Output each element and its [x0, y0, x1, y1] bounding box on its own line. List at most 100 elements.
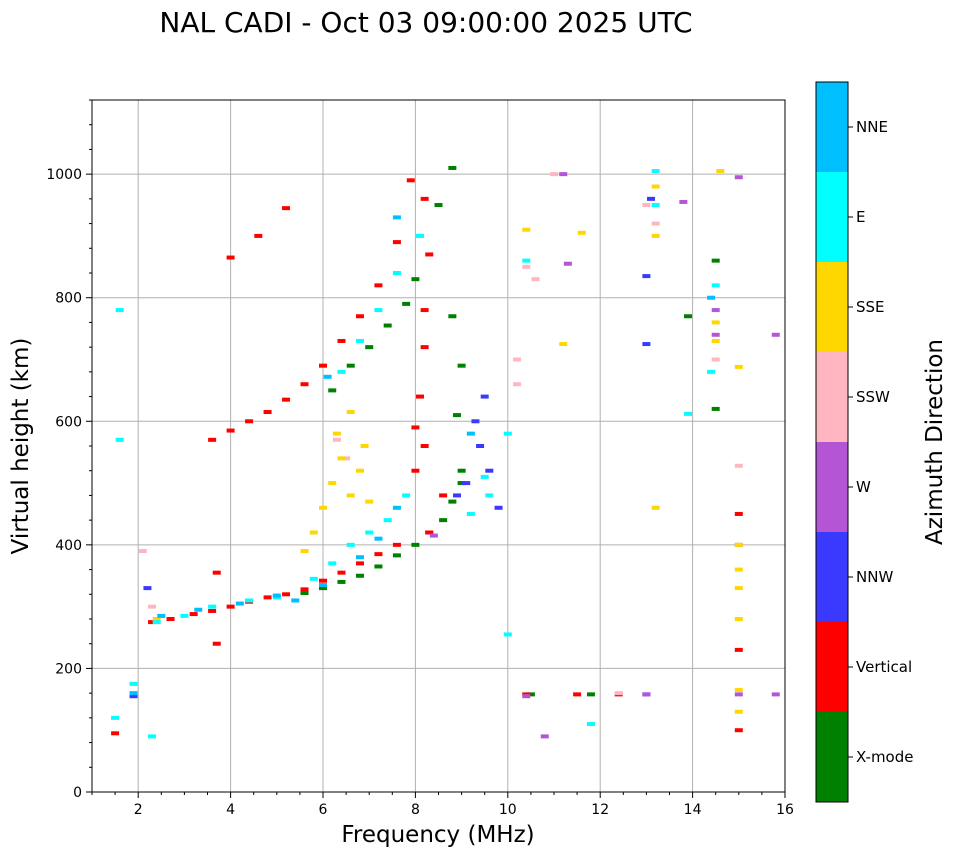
colorbar-segment	[816, 712, 848, 802]
data-point	[212, 641, 221, 646]
data-point	[734, 463, 743, 468]
data-point	[392, 215, 401, 220]
x-tick-label: 14	[684, 802, 702, 818]
data-point	[300, 591, 309, 596]
data-point	[559, 342, 568, 347]
trace-e	[111, 169, 720, 739]
data-point	[111, 731, 120, 736]
x-tick-label: 4	[226, 802, 235, 818]
data-point	[360, 444, 369, 448]
data-point	[540, 734, 549, 739]
data-point	[711, 338, 720, 343]
data-point	[439, 518, 448, 523]
data-point	[355, 338, 364, 343]
data-point	[642, 342, 651, 347]
colorbar-category-label: X-mode	[856, 748, 913, 766]
data-point	[402, 493, 411, 498]
data-point	[485, 493, 494, 498]
colorbar-category-label: NNW	[856, 568, 893, 586]
data-point	[392, 553, 401, 558]
data-point	[129, 691, 138, 696]
y-tick-label: 800	[55, 291, 82, 307]
y-tick-label: 400	[55, 538, 82, 554]
data-point	[420, 444, 429, 448]
data-point	[300, 549, 309, 554]
data-point	[734, 542, 743, 547]
data-point	[365, 530, 374, 535]
data-point	[711, 357, 720, 362]
data-point	[448, 499, 457, 504]
data-point	[300, 587, 309, 592]
data-point	[734, 647, 743, 652]
data-point	[328, 388, 337, 393]
data-point	[148, 604, 157, 609]
data-point	[337, 369, 346, 374]
y-tick-label: 0	[73, 785, 82, 801]
data-point	[711, 258, 720, 263]
data-point	[129, 694, 138, 699]
data-point	[494, 505, 503, 510]
data-point	[522, 258, 531, 263]
y-axis-label: Virtual height (km)	[8, 338, 34, 555]
data-point	[319, 583, 327, 588]
data-point	[711, 308, 720, 313]
data-point	[374, 308, 383, 313]
data-point	[319, 586, 327, 591]
data-point	[586, 722, 595, 727]
colorbar-segment	[816, 352, 848, 442]
data-point	[503, 632, 512, 637]
data-point	[577, 230, 586, 235]
data-point	[309, 576, 318, 581]
trace-sse	[152, 169, 743, 714]
data-point	[143, 586, 152, 591]
data-point	[642, 692, 651, 697]
data-point	[392, 271, 401, 275]
data-point	[651, 221, 660, 226]
data-point	[309, 530, 318, 535]
colorbar-category-label: SSE	[856, 298, 885, 316]
data-point	[226, 428, 235, 433]
data-point	[355, 561, 364, 566]
data-point	[245, 598, 254, 603]
data-point	[235, 601, 244, 606]
data-point	[115, 308, 124, 313]
x-tick-label: 6	[319, 802, 328, 818]
data-point	[406, 178, 415, 183]
data-point	[346, 493, 355, 498]
data-point	[355, 314, 364, 319]
data-point	[148, 620, 157, 625]
data-point	[683, 411, 692, 416]
data-point	[734, 709, 743, 714]
x-tick-label: 10	[499, 802, 517, 818]
data-point	[392, 240, 401, 245]
data-point	[392, 505, 401, 510]
data-point	[559, 172, 568, 177]
data-point	[614, 691, 623, 696]
colorbar-segment	[816, 172, 848, 262]
data-point	[392, 542, 401, 547]
data-point	[457, 468, 466, 473]
data-point	[337, 338, 346, 343]
trace-ssw	[138, 172, 743, 696]
data-point	[476, 444, 485, 448]
data-point	[734, 692, 743, 697]
data-point	[466, 511, 475, 516]
data-point	[485, 468, 494, 473]
data-point	[282, 592, 291, 597]
data-point	[734, 688, 743, 693]
data-point	[642, 274, 651, 279]
data-point	[647, 196, 656, 201]
data-point	[342, 456, 351, 461]
data-point	[300, 382, 309, 387]
data-point	[448, 165, 457, 170]
data-point	[111, 715, 120, 720]
data-point	[683, 314, 692, 319]
data-point	[448, 314, 457, 319]
data-point	[319, 363, 327, 368]
data-point	[573, 692, 582, 697]
data-point	[586, 692, 595, 697]
colorbar-label: Azimuth Direction	[922, 339, 948, 545]
colorbar-category-label: SSW	[856, 388, 890, 406]
data-point	[328, 561, 337, 566]
